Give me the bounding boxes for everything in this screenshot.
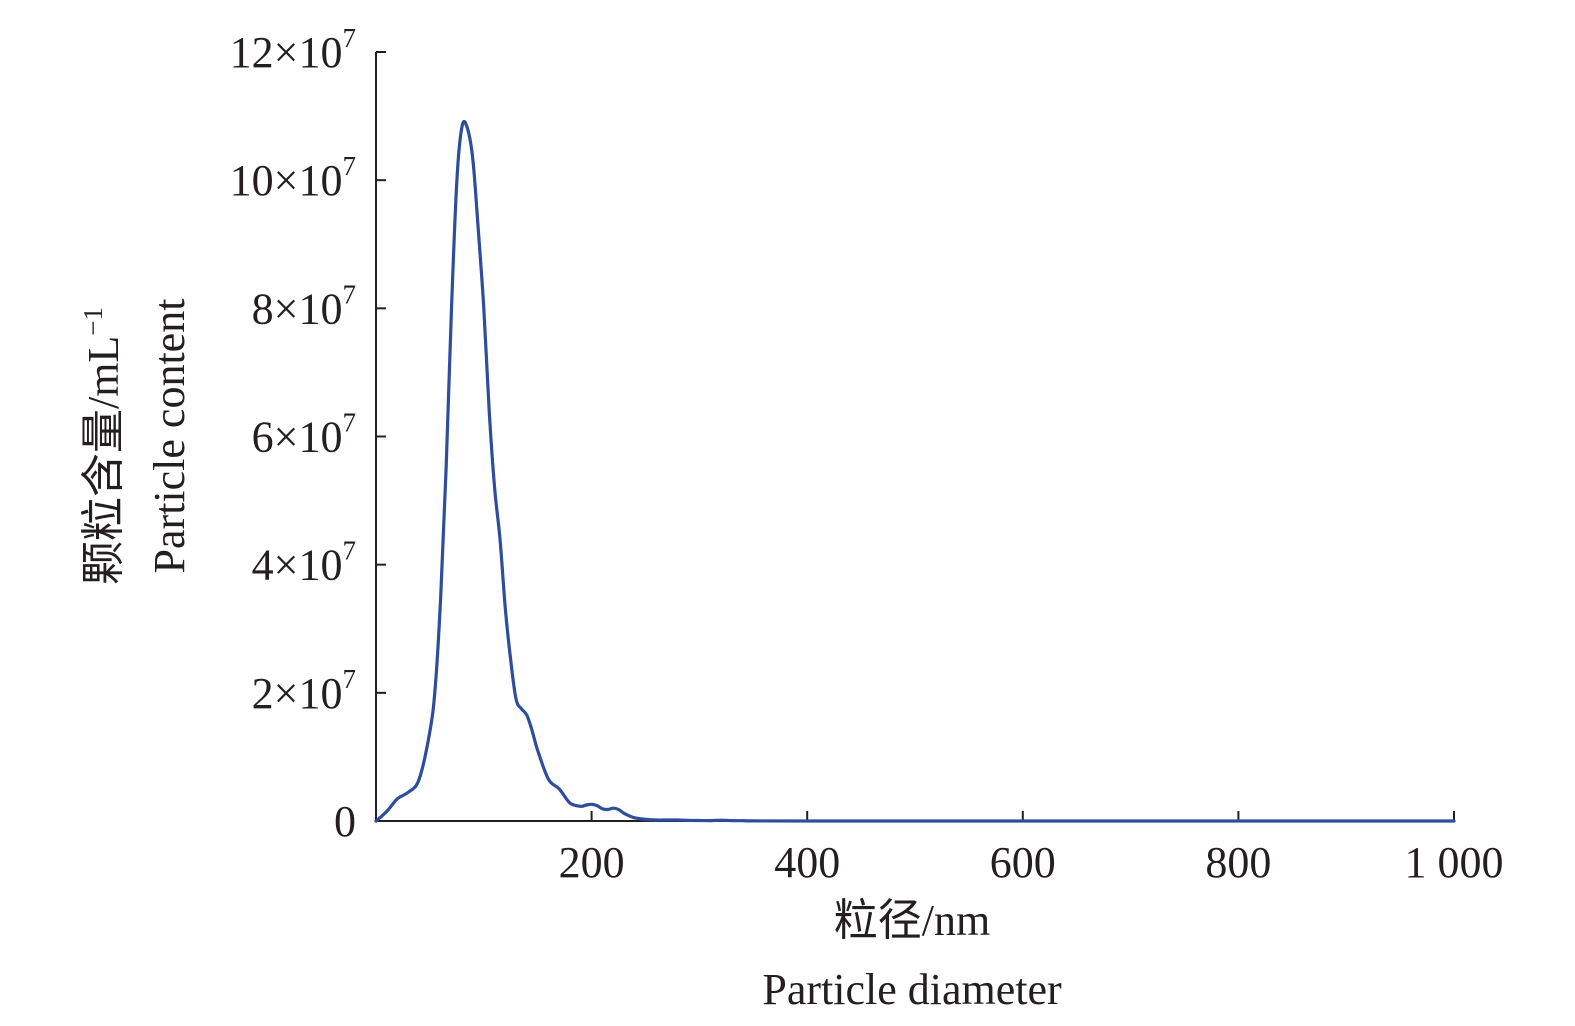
x-tick-label: 400 xyxy=(774,838,840,887)
x-tick-label: 1 000 xyxy=(1405,838,1504,887)
y-tick-label-base: 8×10 xyxy=(252,284,343,333)
y-axis-title-en: Particle content xyxy=(145,299,194,574)
x-tick-label: 600 xyxy=(990,838,1056,887)
y-tick-label: 12×107 xyxy=(230,23,356,77)
x-tick-label: 800 xyxy=(1205,838,1271,887)
y-tick-label-base: 0 xyxy=(334,797,356,846)
y-tick-label-exponent: 7 xyxy=(343,151,357,181)
y-tick-label-base: 2×10 xyxy=(252,669,343,718)
y-tick-label-exponent: 7 xyxy=(343,23,357,53)
y-tick-label: 8×107 xyxy=(252,279,356,333)
plot-area xyxy=(374,119,1456,823)
y-axis-title-text: 颗粒含量/mL xyxy=(79,336,128,585)
y-axis-title: 颗粒含量/mL−1 xyxy=(78,307,128,585)
y-axis-title-superscript: −1 xyxy=(78,307,108,336)
y-tick-label: 2×107 xyxy=(252,664,356,718)
y-tick-label: 10×107 xyxy=(230,151,356,205)
y-tick-label-base: 4×10 xyxy=(252,541,343,590)
y-tick-label: 4×107 xyxy=(252,536,356,590)
y-tick-label-exponent: 7 xyxy=(343,536,357,566)
y-tick-label-exponent: 7 xyxy=(343,408,357,438)
series-line-0 xyxy=(374,119,1456,823)
x-ticks: 200 400 600 800 1 000 xyxy=(559,811,1504,887)
y-tick-label-base: 6×10 xyxy=(252,413,343,462)
y-tick-label: 6×107 xyxy=(252,408,356,462)
x-axis-title-en: Particle diameter xyxy=(762,965,1062,1014)
y-tick-label-base: 10×10 xyxy=(230,156,343,205)
y-tick-label-exponent: 7 xyxy=(343,664,357,694)
x-tick-label: 200 xyxy=(559,838,625,887)
x-axis-title: 粒径/nm xyxy=(834,896,990,945)
y-tick-label-base: 12×10 xyxy=(230,28,343,77)
y-tick-label: 0 xyxy=(334,797,356,846)
y-tick-label-exponent: 7 xyxy=(343,279,357,309)
